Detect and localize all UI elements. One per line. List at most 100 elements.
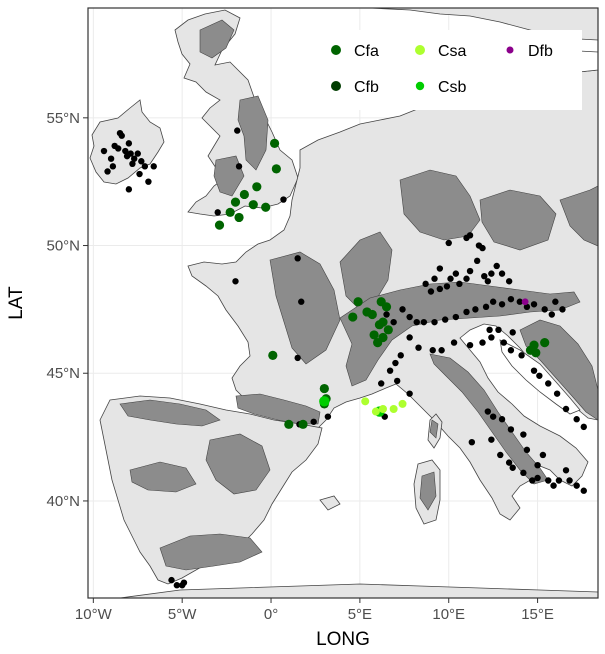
site-point-cfa-16 [353, 297, 363, 307]
site-point-black-50 [445, 239, 452, 247]
site-point-black-38 [473, 257, 481, 265]
mountain-betic [159, 533, 263, 571]
y-tick-label-1: 45°N [46, 365, 80, 382]
site-point-black-56 [406, 313, 413, 321]
site-point-cfa-2 [252, 182, 262, 192]
site-point-cfa-11 [319, 383, 329, 394]
site-point-black-24 [214, 209, 221, 216]
site-point-black-112 [534, 474, 541, 482]
site-point-cfa-8 [261, 202, 271, 212]
site-point-black-7 [134, 150, 141, 157]
site-point-black-80 [438, 347, 445, 354]
site-point-black-8 [131, 155, 138, 162]
site-point-black-119 [534, 461, 541, 469]
site-point-black-4 [122, 147, 129, 155]
site-point-black-129 [173, 582, 181, 589]
site-point-black-72 [552, 298, 559, 305]
legend-key-csb [415, 81, 425, 91]
site-point-black-30 [310, 418, 317, 425]
x-tick-label-5: 15°E [521, 606, 554, 623]
legend-key-dfb [506, 46, 514, 54]
site-point-cfa-20 [383, 325, 393, 335]
legend-background [320, 30, 582, 110]
site-point-cfa-1 [271, 164, 281, 174]
site-point-csa-2 [389, 404, 398, 413]
mountain-sardinia [419, 471, 437, 511]
mountain-carpathians [559, 185, 598, 247]
mountain-massif-central [269, 251, 341, 365]
mountain-corsica [429, 419, 439, 439]
site-point-black-60 [441, 316, 449, 323]
site-point-black-62 [463, 308, 470, 316]
site-point-black-35 [456, 280, 463, 288]
site-point-black-12 [109, 163, 117, 170]
site-point-black-36 [463, 275, 470, 282]
y-tick-label-3: 55°N [46, 110, 80, 127]
site-point-black-126 [520, 431, 527, 438]
site-point-black-59 [431, 318, 438, 326]
land-balearics [319, 495, 341, 511]
site-point-black-74 [548, 311, 555, 318]
legend-label-csa: Csa [438, 43, 467, 60]
site-point-black-44 [505, 278, 513, 285]
site-point-cfa-15 [298, 419, 308, 429]
site-point-black-110 [520, 469, 527, 477]
site-point-black-96 [495, 326, 502, 334]
site-point-black-103 [406, 390, 413, 397]
site-point-black-71 [541, 306, 548, 313]
site-point-black-118 [580, 487, 587, 494]
site-point-black-105 [468, 438, 476, 446]
site-point-black-131 [180, 579, 188, 586]
site-point-black-20 [125, 140, 133, 147]
site-point-cfa-26 [348, 312, 358, 322]
mountain-scotland [199, 19, 235, 59]
site-point-black-43 [498, 270, 506, 277]
x-tick-label-0: 10°W [75, 606, 113, 623]
site-point-black-28 [294, 354, 301, 362]
site-point-black-54 [427, 288, 435, 295]
site-point-cfa-9 [248, 200, 258, 210]
x-axis: 10°W 5°W 0° 5°E 10°E 15°E [75, 598, 554, 623]
site-point-black-16 [145, 178, 152, 185]
site-point-black-95 [486, 326, 493, 334]
site-point-black-58 [420, 318, 428, 326]
site-point-black-73 [559, 306, 566, 313]
site-point-black-130 [168, 576, 175, 584]
mountain-iberian-system [205, 433, 271, 495]
site-point-black-86 [507, 347, 515, 354]
site-point-csa-0 [361, 397, 370, 406]
legend-label-cfb: Cfb [354, 79, 379, 96]
mountain-cantabrian [119, 399, 221, 427]
legend-key-cfa [331, 45, 341, 55]
site-point-black-99 [392, 359, 399, 367]
site-point-cfa-0 [269, 138, 280, 148]
x-tick-label-4: 10°E [432, 606, 465, 623]
site-point-black-120 [523, 446, 531, 454]
site-point-black-63 [472, 306, 479, 313]
site-point-black-52 [431, 275, 438, 282]
site-point-csa-1 [378, 404, 387, 413]
site-point-black-64 [482, 303, 490, 311]
site-point-black-23 [280, 196, 287, 203]
site-point-black-37 [466, 267, 474, 275]
site-point-black-42 [493, 262, 500, 270]
site-point-black-113 [545, 477, 552, 484]
site-point-dfb-0 [521, 298, 529, 306]
site-point-black-10 [129, 160, 136, 168]
mountain-bohemia [479, 189, 557, 251]
site-point-black-32 [443, 283, 451, 290]
site-point-cfa-7 [214, 220, 225, 230]
mountain-vosges-jura [339, 231, 393, 311]
site-point-black-66 [498, 301, 506, 308]
site-point-cfa-6 [234, 212, 244, 223]
site-point-cfa-25 [376, 297, 386, 307]
site-point-cfa-10 [268, 350, 278, 360]
site-point-black-53 [422, 280, 429, 288]
site-point-csa-4 [371, 407, 380, 416]
site-point-black-114 [550, 482, 557, 489]
y-tick-label-2: 50°N [46, 238, 80, 255]
site-point-black-79 [429, 347, 436, 354]
site-point-black-90 [545, 380, 552, 387]
site-point-cfa-3 [239, 189, 249, 200]
site-point-cfa-21 [369, 330, 379, 340]
